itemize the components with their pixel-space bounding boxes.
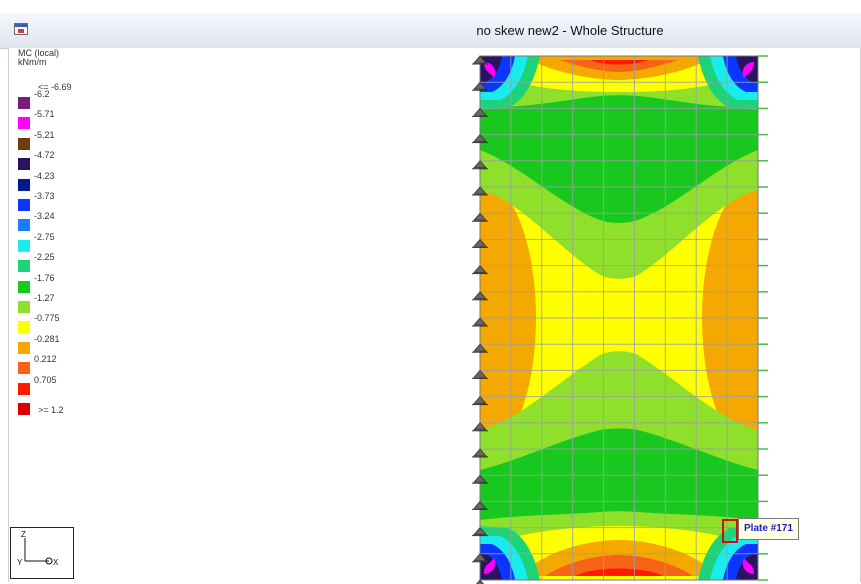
legend-value: -1.76 [34,272,55,283]
legend-entry: -1.76 [18,273,108,293]
top-strip [0,0,861,14]
structure-view[interactable] [8,48,861,582]
legend-entry: -5.71 [18,109,108,130]
legend-swatch [18,403,30,415]
legend-entry: 0.212 [18,354,108,375]
legend-entry: -5.21 [18,130,108,150]
legend-swatch [18,280,30,293]
legend-value: -3.24 [34,211,55,222]
axis-z-label: Z [21,530,26,539]
selected-plate-highlight [722,519,738,543]
legend-entry: -4.23 [18,171,108,191]
legend-entry: -1.27 [18,293,108,313]
legend-value: -5.21 [34,129,55,140]
legend-swatch [18,321,30,334]
legend-swatch [18,219,30,232]
contour-legend: MC (local) kNm/m <= -6.69 -6.2 -5.71 -5.21… [18,48,72,415]
legend-entry: -4.72 [18,150,108,171]
legend-value: -0.281 [34,333,60,344]
legend-entry: -0.281 [18,334,108,354]
legend-value: -4.23 [34,170,55,181]
plate-tooltip: Plate #171 [738,518,799,540]
legend-entry [18,395,108,415]
legend-swatch [18,117,30,130]
legend-min-label: <= -6.69 [38,82,72,92]
legend-value: -3.73 [34,191,55,201]
legend-value: -5.71 [34,109,55,120]
legend-swatch [18,158,30,171]
legend-swatch [18,362,30,375]
legend-value: -6.2 [34,89,50,99]
legend-value: -1.27 [34,293,55,303]
legend-value: -2.75 [34,231,55,242]
legend-swatch [18,178,30,191]
legend-value: -0.775 [34,313,60,324]
legend-entry: -3.73 [18,191,108,211]
legend-value: 0.212 [34,354,57,365]
legend-entry: 0.705 [18,375,108,395]
axis-x-label: X [53,558,59,567]
legend-max-label: >= 1.2 [38,405,64,415]
legend-value: -2.25 [34,252,55,263]
legend-swatch [18,137,30,150]
legend-swatch [18,199,30,211]
legend-entry: -6.2 [18,89,108,109]
legend-entry: -2.75 [18,232,108,252]
legend-swatch [18,239,30,252]
axis-y-label: Y [17,558,23,567]
legend-heading: MC (local) [18,48,60,58]
window-icon[interactable] [14,23,28,35]
legend-entry: -3.24 [18,211,108,232]
legend-swatch [18,260,30,273]
window-titlebar: no skew new2 - Whole Structure [0,14,861,49]
legend-swatch [18,301,30,313]
legend-entry: -2.25 [18,252,108,273]
legend-value: 0.705 [34,374,57,385]
legend-swatch [18,382,30,395]
legend-swatch [18,341,30,354]
axes-indicator: Z Y X [10,527,74,579]
legend-swatch [18,97,30,109]
legend-value: -4.72 [34,150,55,161]
legend-entry: -0.775 [18,313,108,334]
window-title: no skew new2 - Whole Structure [476,23,664,38]
legend-unit: kNm/m [18,57,47,67]
